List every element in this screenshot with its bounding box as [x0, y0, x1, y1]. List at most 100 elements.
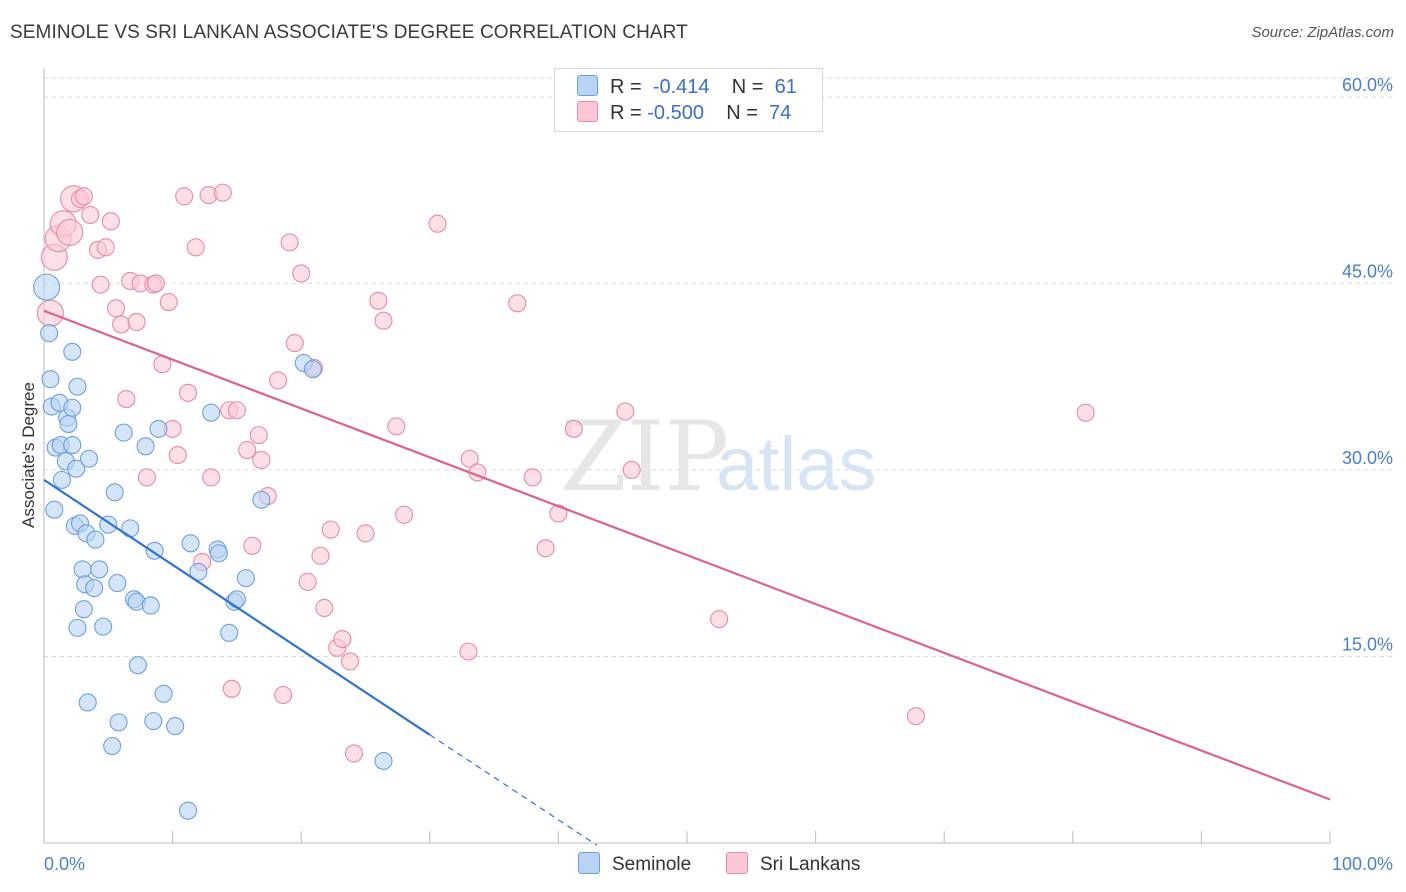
seminole-point — [59, 414, 78, 433]
tick-labels: 15.0% 30.0% 45.0% 60.0% 0.0% 100.0% — [44, 75, 1393, 874]
seminole-point — [128, 656, 147, 675]
seminole-points — [33, 273, 393, 820]
seminole-point — [67, 459, 86, 478]
sri-lankans-point — [269, 371, 288, 390]
sri-lankans-point — [213, 183, 232, 202]
sri-lankans-point — [292, 264, 311, 283]
seminole-point — [149, 419, 168, 438]
seminole-point — [252, 490, 271, 509]
sri-lankans-point — [249, 426, 268, 445]
x-tick-label-end: 100.0% — [1332, 854, 1393, 874]
sri-lankans-point — [117, 390, 136, 409]
sri-lankans-point — [146, 274, 165, 293]
sri-lankans-point — [344, 744, 363, 763]
sri-lankans-point — [387, 417, 406, 436]
sri-lankans-point — [91, 275, 110, 294]
seminole-point — [63, 342, 82, 361]
legend-n-label: N = — [731, 76, 764, 98]
seminole-point — [41, 370, 60, 389]
sri-lankans-legend-swatch — [726, 852, 748, 874]
seminole-point — [236, 569, 255, 588]
sri-lankans-point — [315, 598, 334, 618]
legend-box: R = -0.414 N = 61 R = -0.500 N = 74 — [554, 68, 823, 132]
sri-lankans-point — [333, 630, 352, 649]
seminole-point — [108, 574, 127, 593]
sri-lankans-point — [127, 312, 146, 332]
sri-lankans-point — [106, 299, 126, 318]
sri-lankans-point — [137, 468, 156, 487]
seminole-trend-extension — [429, 734, 598, 846]
seminole-swatch — [577, 75, 598, 96]
sri-lankans-point — [374, 311, 393, 330]
seminole-point — [63, 398, 82, 417]
sri-lankans-point — [222, 679, 241, 698]
y-tick-label: 45.0% — [1342, 261, 1393, 281]
sri-lankans-point — [549, 504, 568, 523]
sri-lankans-point — [1076, 403, 1095, 422]
seminole-point — [227, 590, 246, 609]
sri-lankans-point — [428, 214, 447, 233]
sri-lankans-point — [508, 294, 527, 313]
legend-n-label: N = — [726, 102, 758, 124]
seminole-point — [136, 437, 155, 456]
seminole-point — [63, 436, 82, 455]
sri-lankans-point — [227, 401, 246, 420]
sri-lankans-legend-label: Sri Lankans — [760, 854, 861, 875]
bottom-legend-seminole: Seminole — [578, 852, 691, 876]
y-tick-label: 15.0% — [1342, 634, 1393, 654]
sri-lankans-point — [74, 187, 93, 206]
sri-lankans-point — [356, 524, 375, 543]
sri-lankans-n-value: 74 — [769, 102, 792, 124]
seminole-point — [114, 423, 133, 442]
seminole-point — [68, 618, 87, 637]
legend-row-seminole: R = -0.414 N = 61 — [577, 75, 797, 99]
sri-lankans-point — [243, 536, 262, 555]
sri-lankans-point — [238, 440, 257, 460]
sri-lankans-point — [710, 610, 729, 629]
sri-lankans-trend-line — [43, 309, 1331, 801]
seminole-point — [90, 560, 109, 579]
seminole-point — [202, 403, 221, 422]
seminole-point — [94, 617, 113, 636]
bottom-legend-sri-lankans: Sri Lankans — [726, 852, 860, 876]
seminole-point — [166, 717, 185, 736]
sri-lankans-point — [369, 291, 388, 310]
sri-lankans-point — [341, 652, 360, 671]
legend-r-label: R = — [610, 76, 642, 98]
sri-lankans-point — [112, 315, 131, 334]
sri-lankans-r-value: -0.500 — [647, 102, 704, 124]
sri-lankans-point — [168, 445, 187, 465]
sri-lankans-point — [274, 685, 293, 705]
sri-lankans-point — [395, 505, 414, 524]
sri-lankans-point — [536, 539, 555, 558]
sri-lankans-point — [81, 205, 100, 225]
x-tick-label-start: 0.0% — [44, 854, 85, 874]
y-axis-label: Associate's Degree — [19, 382, 38, 528]
seminole-r-value: -0.414 — [652, 76, 710, 98]
seminole-legend-label: Seminole — [612, 854, 692, 875]
source-label: Source: ZipAtlas.com — [1251, 24, 1394, 41]
y-tick-label: 30.0% — [1342, 448, 1393, 468]
seminole-point — [178, 801, 198, 820]
trend-lines — [43, 309, 1331, 846]
seminole-point — [52, 470, 72, 489]
seminole-point — [141, 596, 160, 615]
sri-lankans-point — [186, 238, 205, 257]
legend-r-label: R = — [610, 102, 642, 124]
seminole-point — [303, 360, 322, 379]
sri-lankans-point — [622, 460, 641, 479]
sri-lankans-point — [159, 293, 178, 312]
sri-lankans-swatch — [577, 101, 598, 122]
sri-lankans-point — [321, 520, 340, 539]
seminole-point — [181, 534, 200, 553]
seminole-point — [40, 324, 59, 343]
sri-lankans-point — [252, 450, 271, 470]
sri-lankans-point — [101, 212, 120, 231]
seminole-point — [189, 562, 208, 581]
sri-lankans-point — [178, 383, 198, 402]
seminole-point — [109, 713, 128, 732]
seminole-point — [73, 560, 92, 579]
sri-lankans-point — [311, 546, 330, 565]
sri-lankans-point — [202, 468, 221, 487]
seminole-trend-line — [43, 478, 431, 736]
